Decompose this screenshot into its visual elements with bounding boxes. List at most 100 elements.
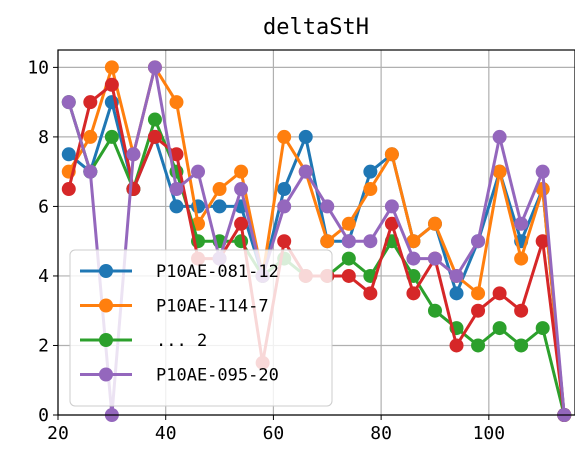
legend-label: ... 2 (156, 331, 207, 351)
data-point (61, 182, 76, 197)
data-point (406, 234, 421, 249)
data-point (169, 182, 184, 197)
data-point (147, 129, 162, 144)
series-layer (61, 60, 572, 422)
data-point (298, 164, 313, 179)
legend-label: P10AE-081-12 (156, 262, 279, 282)
legend-item: P10AE-095-20 (80, 366, 279, 386)
data-point (234, 182, 249, 197)
legend-item: P10AE-081-12 (80, 262, 279, 282)
y-tick-label: 10 (27, 57, 49, 78)
plot-frame (57, 49, 575, 416)
data-point (427, 216, 442, 231)
data-point (471, 303, 486, 318)
data-point (471, 286, 486, 301)
y-tick-label: 0 (38, 405, 49, 426)
chart-title: deltaStH (263, 15, 369, 40)
data-point (234, 216, 249, 231)
data-point (427, 303, 442, 318)
data-point (341, 268, 356, 283)
y-tick-label: 4 (38, 266, 49, 287)
data-point (535, 234, 550, 249)
data-point (535, 182, 550, 197)
data-point (277, 129, 292, 144)
data-point (341, 251, 356, 266)
data-point (277, 199, 292, 214)
data-point (104, 60, 119, 75)
data-point (341, 234, 356, 249)
x-tick-label: 20 (47, 423, 69, 444)
y-tick-label: 8 (38, 127, 49, 148)
data-point (535, 164, 550, 179)
x-tick-label: 100 (473, 423, 506, 444)
data-point (147, 60, 162, 75)
data-point (363, 182, 378, 197)
data-point (320, 234, 335, 249)
data-point (427, 251, 442, 266)
data-point (514, 338, 529, 353)
data-point (363, 164, 378, 179)
axis-ticks: 20 40 60 80 100 0 2 4 6 8 10 (27, 57, 505, 444)
data-point (514, 216, 529, 231)
y-tick-label: 2 (38, 335, 49, 356)
data-point (169, 199, 184, 214)
series-5 (61, 60, 572, 422)
data-point (212, 182, 227, 197)
legend-swatch-marker (99, 264, 113, 278)
data-point (384, 216, 399, 231)
data-point (514, 251, 529, 266)
data-point (104, 129, 119, 144)
y-tick-label: 6 (38, 196, 49, 217)
data-point (514, 303, 529, 318)
legend-label: P10AE-095-20 (156, 366, 279, 386)
legend-item: P10AE-114-7 (80, 297, 269, 317)
data-point (449, 338, 464, 353)
data-point (492, 321, 507, 336)
data-point (61, 95, 76, 110)
data-point (492, 286, 507, 301)
data-point (535, 321, 550, 336)
data-point (449, 286, 464, 301)
legend-box (69, 249, 333, 407)
data-point (277, 234, 292, 249)
data-point (83, 95, 98, 110)
data-point (320, 199, 335, 214)
data-point (341, 216, 356, 231)
data-point (169, 147, 184, 162)
x-tick-label: 60 (263, 423, 285, 444)
data-point (363, 234, 378, 249)
data-point (384, 199, 399, 214)
legend: P10AE-081-12 P10AE-114-7 ... 2 P10AE-095-20 (69, 249, 333, 407)
x-tick-label: 40 (155, 423, 177, 444)
legend-swatch-marker (99, 367, 113, 382)
legend-swatch-marker (99, 333, 113, 347)
x-tick-label: 80 (370, 423, 392, 444)
data-point (406, 251, 421, 266)
data-point (104, 77, 119, 92)
data-point (169, 95, 184, 110)
data-point (449, 268, 464, 283)
legend-label: P10AE-114-7 (156, 297, 269, 317)
data-point (191, 164, 206, 179)
data-point (83, 129, 98, 144)
data-point (384, 147, 399, 162)
data-point (83, 164, 98, 179)
data-point (471, 338, 486, 353)
data-point (277, 182, 292, 197)
data-point (492, 164, 507, 179)
data-point (406, 286, 421, 301)
legend-swatch-marker (99, 298, 113, 313)
data-point (126, 182, 141, 197)
data-point (234, 164, 249, 179)
data-point (212, 199, 227, 214)
data-point (126, 147, 141, 162)
data-point (61, 147, 76, 162)
series-line (67, 65, 566, 417)
data-point (363, 286, 378, 301)
data-point (147, 112, 162, 127)
data-point (298, 129, 313, 144)
data-point (492, 129, 507, 144)
data-point (471, 234, 486, 249)
legend-item: ... 2 (80, 331, 207, 351)
